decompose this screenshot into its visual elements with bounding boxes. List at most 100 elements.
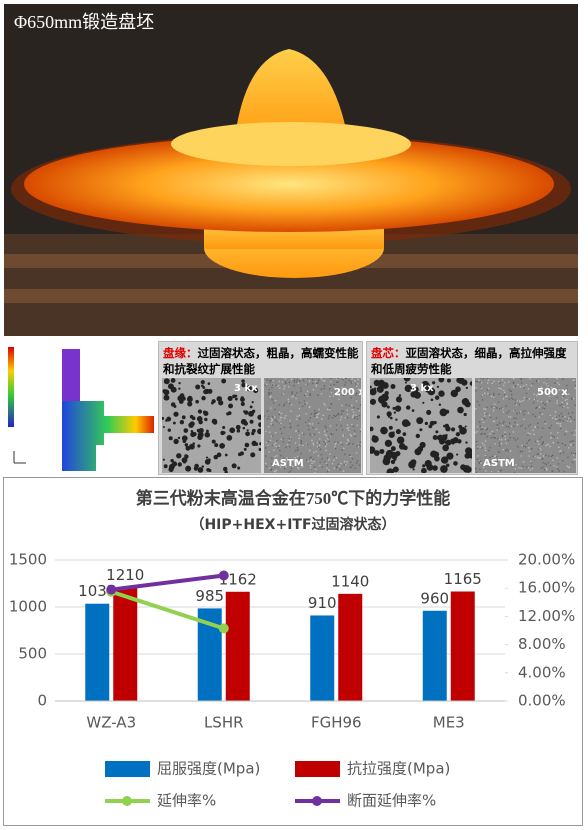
grain bbox=[554, 418, 557, 420]
grain bbox=[499, 382, 501, 384]
grain bbox=[465, 466, 472, 473]
grain bbox=[317, 394, 319, 397]
grain bbox=[359, 388, 361, 391]
grain bbox=[537, 443, 540, 446]
grain bbox=[337, 381, 339, 383]
grain bbox=[274, 470, 277, 473]
data-label: 1140 bbox=[331, 572, 369, 590]
grain bbox=[301, 405, 304, 408]
grain bbox=[278, 413, 281, 416]
grain bbox=[315, 428, 318, 430]
grain bbox=[526, 397, 528, 400]
grain bbox=[519, 450, 522, 453]
grain bbox=[494, 443, 496, 445]
grain bbox=[359, 392, 361, 394]
grain bbox=[424, 421, 429, 426]
grain bbox=[510, 390, 513, 393]
grain bbox=[505, 395, 507, 398]
grain bbox=[535, 380, 538, 383]
grain bbox=[298, 458, 300, 460]
grain bbox=[539, 453, 542, 455]
grain bbox=[326, 408, 329, 411]
grain bbox=[295, 397, 297, 400]
grain bbox=[163, 394, 170, 401]
grain bbox=[524, 409, 526, 412]
grain bbox=[328, 469, 330, 471]
grain bbox=[331, 416, 334, 419]
grain bbox=[356, 459, 359, 462]
micrograph: 200 x ASTM bbox=[264, 378, 361, 473]
grain bbox=[502, 422, 504, 425]
grain bbox=[505, 442, 508, 445]
grain bbox=[542, 390, 545, 392]
grain bbox=[440, 465, 448, 473]
grain bbox=[564, 444, 567, 447]
grain bbox=[574, 458, 576, 461]
grain bbox=[486, 406, 488, 409]
grain bbox=[289, 423, 291, 425]
grain bbox=[571, 398, 573, 401]
grain bbox=[487, 379, 490, 382]
grain bbox=[497, 380, 500, 383]
grain bbox=[184, 454, 188, 458]
grain bbox=[282, 405, 285, 407]
grain bbox=[390, 459, 396, 465]
grain bbox=[520, 455, 523, 457]
grain bbox=[280, 412, 283, 415]
grain bbox=[296, 446, 299, 449]
grain bbox=[487, 392, 489, 395]
grain bbox=[571, 440, 573, 442]
grain bbox=[567, 420, 569, 422]
grain bbox=[478, 421, 481, 423]
grain bbox=[419, 428, 423, 432]
grain bbox=[290, 410, 292, 413]
grain bbox=[514, 468, 517, 470]
grain bbox=[502, 408, 504, 410]
grain bbox=[527, 388, 530, 390]
grain bbox=[545, 454, 547, 457]
rim-description: 盘缘：过固溶状态，粗晶，高蠕变性能和抗裂纹扩展性能 bbox=[163, 345, 361, 377]
grain bbox=[493, 436, 495, 439]
grain bbox=[271, 419, 274, 421]
grain bbox=[573, 458, 575, 461]
grain bbox=[207, 458, 211, 462]
grain bbox=[178, 382, 181, 385]
legend-label: 断面延伸率% bbox=[347, 792, 436, 810]
grain bbox=[453, 461, 458, 466]
grain bbox=[245, 431, 250, 437]
grain bbox=[551, 454, 554, 457]
grain bbox=[285, 465, 287, 468]
grain bbox=[542, 466, 544, 468]
grain bbox=[553, 464, 555, 467]
grain bbox=[536, 426, 539, 429]
grain bbox=[438, 403, 442, 406]
grain bbox=[559, 423, 562, 425]
grain bbox=[396, 436, 405, 444]
grain bbox=[270, 423, 272, 425]
grain bbox=[346, 461, 348, 463]
grain bbox=[235, 424, 241, 430]
grain bbox=[338, 394, 341, 397]
grain bbox=[228, 403, 234, 409]
grain bbox=[298, 414, 301, 417]
grain bbox=[496, 460, 499, 463]
grain bbox=[475, 467, 477, 470]
y2-tick-label: 12.00% bbox=[518, 607, 575, 625]
grain bbox=[500, 442, 503, 445]
grain bbox=[320, 388, 323, 390]
grain bbox=[503, 391, 506, 394]
grain bbox=[504, 381, 506, 384]
grain bbox=[266, 379, 268, 381]
grain bbox=[566, 384, 568, 387]
grain bbox=[298, 456, 301, 459]
grain bbox=[190, 429, 194, 433]
grain bbox=[501, 379, 504, 381]
grain bbox=[283, 417, 286, 419]
grain bbox=[455, 386, 461, 393]
grain bbox=[547, 443, 549, 446]
grain bbox=[536, 453, 539, 456]
grain bbox=[475, 471, 477, 473]
grain bbox=[296, 415, 299, 418]
data-label: 1035 bbox=[78, 582, 116, 600]
